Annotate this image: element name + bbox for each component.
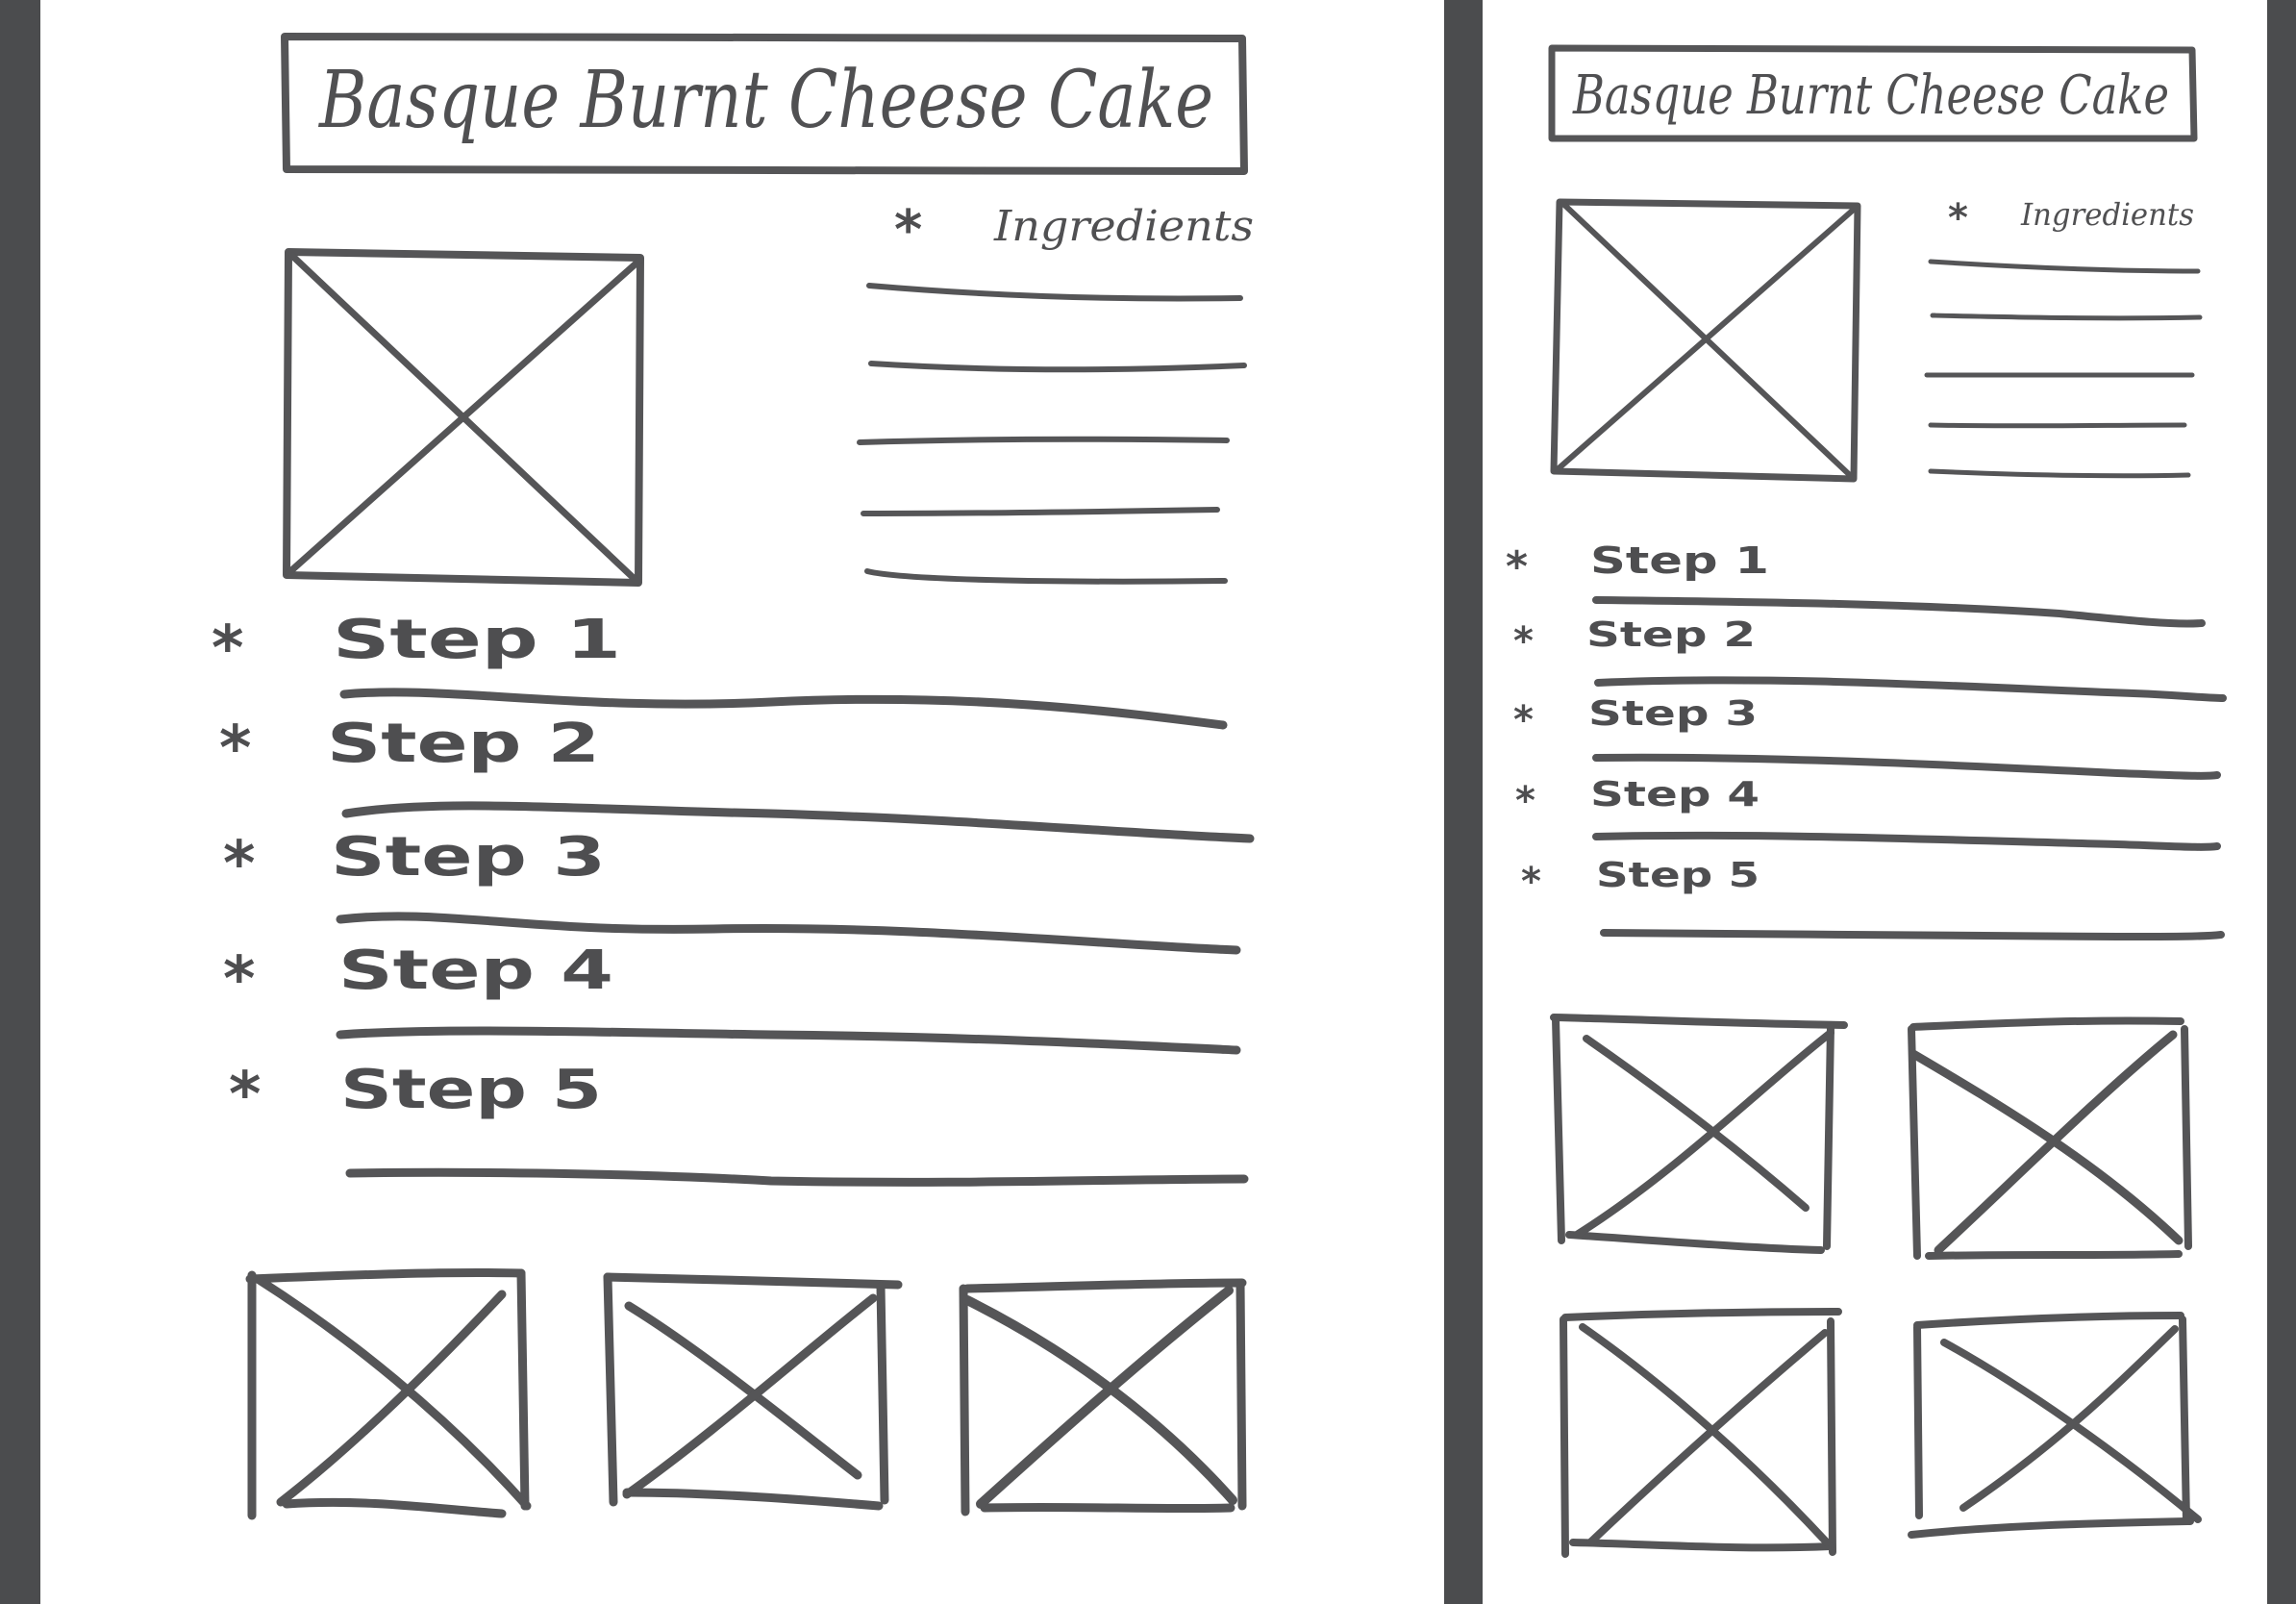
step-bullet-icon: * bbox=[1515, 779, 1535, 823]
frame-left-bar bbox=[0, 0, 40, 1604]
frame-middle-bar bbox=[1444, 0, 1483, 1604]
gallery-image-placeholder bbox=[603, 1272, 903, 1511]
step-item: * Step 1 bbox=[1506, 539, 2206, 628]
desktop-wireframe: Basque Burnt Cheese Cake * Ingredients *… bbox=[40, 0, 1444, 1604]
step-bullet-icon: * bbox=[1513, 698, 1534, 742]
hero-image-placeholder bbox=[283, 248, 644, 587]
step-label: Step 3 bbox=[1588, 694, 1758, 734]
gallery-image-placeholder bbox=[1908, 1016, 2192, 1260]
ingredient-line bbox=[868, 361, 1247, 373]
step-label: Step 5 bbox=[1596, 856, 1759, 895]
step-bullet-icon: * bbox=[223, 829, 255, 900]
step-label: Step 1 bbox=[1590, 539, 1769, 582]
gallery-image-placeholder bbox=[959, 1278, 1247, 1516]
step-bullet-icon: * bbox=[229, 1060, 261, 1131]
step-bullet-icon: * bbox=[1506, 542, 1528, 591]
step-item: * Step 3 bbox=[1513, 694, 2221, 780]
ingredient-line bbox=[1928, 422, 2187, 429]
hero-image-placeholder bbox=[1550, 198, 1861, 483]
step-label: Step 3 bbox=[331, 826, 606, 889]
ingredient-line bbox=[866, 283, 1243, 302]
step-item: * Step 4 bbox=[223, 940, 1241, 1055]
tablet-wireframe-sketch: Basque Burnt Cheese Cake * Ingredients *… bbox=[1506, 44, 2227, 1558]
ingredient-lines bbox=[857, 283, 1247, 585]
ingredients-bullet-icon: * bbox=[894, 199, 922, 262]
step-bullet-icon: * bbox=[212, 614, 243, 685]
step-label: Step 4 bbox=[338, 940, 613, 1002]
step-item: * Step 2 bbox=[219, 713, 1255, 843]
step-label: Step 5 bbox=[340, 1059, 602, 1121]
ingredient-line bbox=[861, 507, 1220, 516]
ingredients-header: * Ingredients bbox=[894, 199, 1254, 262]
ingredient-line bbox=[864, 568, 1228, 585]
ingredients-header: * Ingredients bbox=[1948, 196, 2194, 240]
step-label: Step 2 bbox=[327, 713, 600, 775]
step-label: Step 4 bbox=[1590, 775, 1759, 815]
page-title: Basque Burnt Cheese Cake bbox=[317, 55, 1213, 146]
page-title: Basque Burnt Cheese Cake bbox=[1572, 64, 2169, 127]
title-box: Basque Burnt Cheese Cake bbox=[281, 33, 1248, 175]
steps-list: * Step 1 * Step 2 * Step 3 * Step 4 * bbox=[212, 609, 1255, 1187]
step-bullet-icon: * bbox=[1521, 860, 1541, 904]
step-item: * Step 2 bbox=[1513, 615, 2227, 702]
gallery bbox=[1550, 1014, 2202, 1558]
gallery-image-placeholder bbox=[1908, 1312, 2202, 1539]
ingredient-line bbox=[857, 436, 1230, 445]
step-bullet-icon: * bbox=[223, 944, 255, 1015]
steps-list: * Step 1 * Step 2 * Step 3 * Step 4 * bbox=[1506, 539, 2227, 940]
ingredient-line bbox=[1928, 468, 2191, 479]
gallery bbox=[245, 1267, 1247, 1520]
step-bullet-icon: * bbox=[219, 714, 251, 785]
ingredients-bullet-icon: * bbox=[1948, 196, 1968, 240]
ingredients-label: Ingredients bbox=[993, 202, 1254, 251]
step-item: * Step 4 bbox=[1515, 775, 2221, 851]
ingredient-lines bbox=[1924, 259, 2203, 479]
step-label: Step 2 bbox=[1586, 615, 1756, 655]
ingredient-line bbox=[1928, 259, 2201, 274]
gallery-image-placeholder bbox=[245, 1267, 532, 1520]
ingredients-label: Ingredients bbox=[2020, 196, 2194, 233]
ingredient-line bbox=[1930, 313, 2203, 321]
step-item: * Step 5 bbox=[1521, 856, 2225, 940]
step-label: Step 1 bbox=[333, 609, 621, 671]
step-item: * Step 1 bbox=[212, 609, 1228, 730]
desktop-wireframe-sketch: Basque Burnt Cheese Cake * Ingredients *… bbox=[212, 33, 1255, 1520]
title-box: Basque Burnt Cheese Cake bbox=[1548, 44, 2198, 142]
frame-right-bar bbox=[2267, 0, 2296, 1604]
step-bullet-icon: * bbox=[1513, 619, 1534, 664]
step-item: * Step 3 bbox=[223, 826, 1241, 955]
step-item: * Step 5 bbox=[229, 1059, 1249, 1187]
gallery-image-placeholder bbox=[1550, 1014, 1848, 1254]
gallery-image-placeholder bbox=[1560, 1308, 1842, 1558]
tablet-wireframe: Basque Burnt Cheese Cake * Ingredients *… bbox=[1483, 0, 2267, 1604]
